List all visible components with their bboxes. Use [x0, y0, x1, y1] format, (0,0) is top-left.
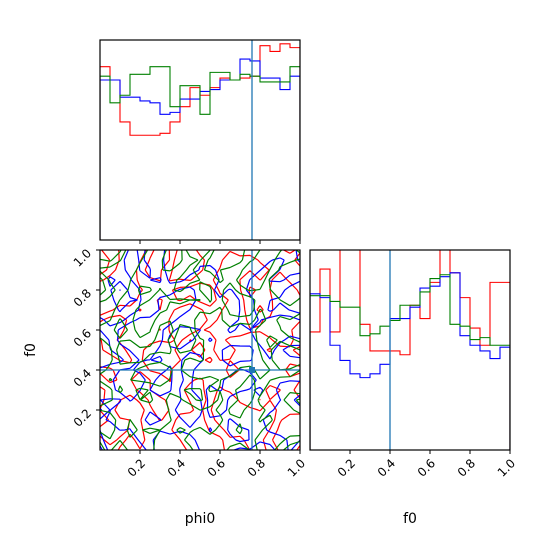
joint-frame — [99, 249, 301, 451]
joint-contour-panel: 0.2 0.4 0.6 0.8 1.0 0.2 0.4 0.6 0.8 1.0 phi0 f0 — [23, 246, 308, 527]
joint-truth-marker — [249, 367, 255, 373]
f0-histogram-x-tick-label-2: 0.4 — [375, 456, 398, 479]
f0-histogram-series-1 — [310, 250, 510, 450]
joint-x-tick-label-2: 0.4 — [165, 456, 188, 479]
joint-contour-series-3-level-2 — [100, 250, 300, 450]
f0-histogram-x-tick-label-5: 1.0 — [495, 456, 518, 479]
phi0-histogram-frame — [99, 39, 301, 241]
joint-x-tick-label-1: 0.2 — [125, 456, 148, 479]
joint-x-tick-label-5: 1.0 — [285, 456, 308, 479]
joint-y-tick-label-5: 1.0 — [71, 246, 94, 269]
joint-x-tick-label-4: 0.8 — [245, 456, 268, 479]
f0-histogram-series-3 — [310, 274, 510, 450]
joint-y-tick-label-3: 0.6 — [71, 326, 94, 349]
f0-histogram-panel: 0.2 0.4 0.6 0.8 1.0 f0 — [309, 249, 518, 527]
f0-histogram-x-tick-label-1: 0.2 — [335, 456, 358, 479]
x-axis-label-phi0: phi0 — [185, 511, 216, 527]
joint-x-tick-label-3: 0.6 — [205, 456, 228, 479]
phi0-histogram-panel — [99, 39, 301, 244]
joint-y-tick-label-1: 0.2 — [71, 406, 94, 429]
joint-y-tick-label-4: 0.8 — [71, 286, 94, 309]
y-axis-label-f0: f0 — [23, 343, 39, 357]
x-axis-label-f0: f0 — [403, 511, 417, 527]
phi0-histogram-series-1 — [100, 43, 300, 240]
f0-histogram-series-2 — [310, 272, 510, 450]
phi0-histogram-series-3 — [100, 66, 300, 240]
f0-histogram-frame — [309, 249, 511, 451]
joint-y-tick-label-2: 0.4 — [71, 366, 94, 389]
f0-histogram-x-tick-label-3: 0.6 — [415, 456, 438, 479]
f0-histogram-x-tick-label-4: 0.8 — [455, 456, 478, 479]
